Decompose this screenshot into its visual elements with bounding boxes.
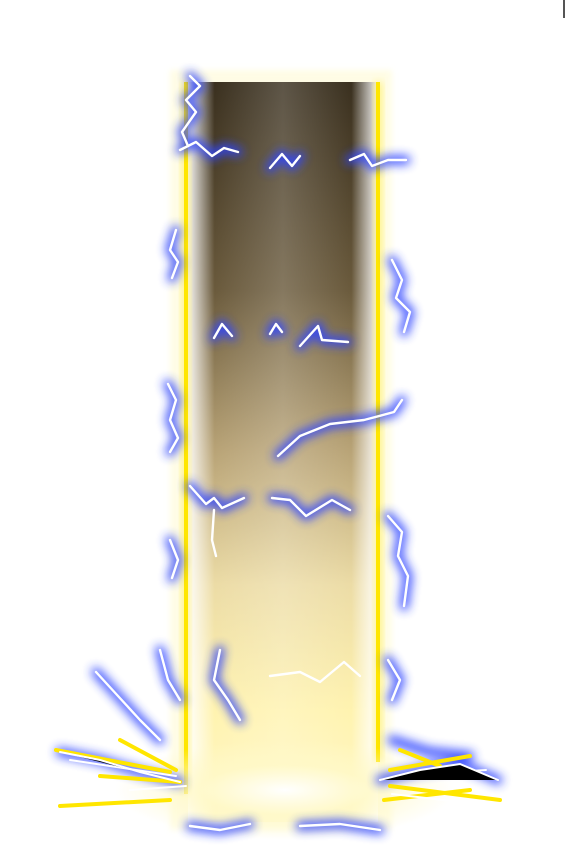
beam-border-left [184, 82, 188, 794]
base-glow [115, 740, 455, 840]
lightning-core [94, 74, 412, 832]
spark-rays-white [59, 751, 499, 803]
edge-marker [563, 0, 565, 18]
spark-rays [54, 738, 502, 808]
beam [182, 82, 382, 822]
beam-border-right [376, 82, 380, 762]
